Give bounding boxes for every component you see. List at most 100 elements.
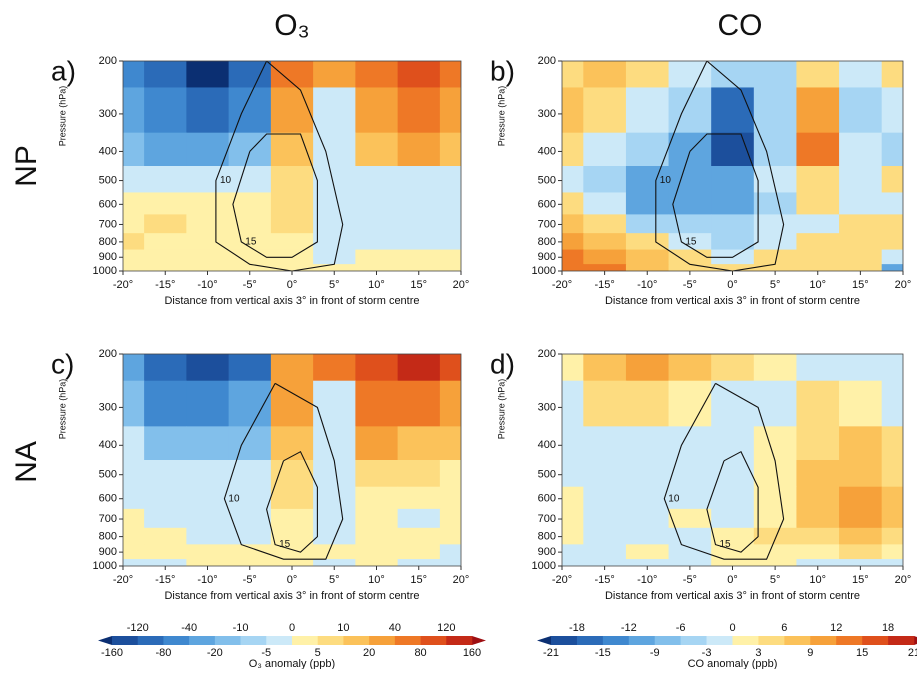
contour-line: [663, 382, 785, 560]
field-cell: [796, 249, 840, 265]
plot-area: 10 15: [562, 61, 903, 271]
field-cell: [583, 486, 627, 510]
y-tick-label: 600: [538, 493, 556, 505]
field-cell: [625, 460, 670, 488]
contour-label: 10: [228, 493, 240, 504]
field-cell: [753, 486, 797, 510]
y-tick-label: 500: [538, 469, 556, 481]
colorbar-segment: [343, 636, 370, 645]
field-cell: [583, 264, 627, 271]
field-cell: [562, 132, 584, 167]
field-cell: [668, 354, 712, 382]
colorbar-tick-label: 3: [755, 647, 761, 659]
field-cell: [228, 380, 272, 427]
field-cell: [753, 380, 797, 427]
field-cell: [397, 61, 441, 88]
column-title: CO: [718, 9, 763, 42]
field-cell: [397, 192, 441, 215]
x-tick-label: -15°: [155, 574, 175, 586]
field-cell: [625, 380, 670, 427]
field-cell: [625, 233, 670, 251]
x-tick-label: 15°: [852, 574, 869, 586]
field-cell: [796, 61, 840, 88]
field-cell: [313, 61, 356, 88]
field-cell: [881, 508, 903, 529]
field-cell: [562, 527, 584, 545]
x-axis-label: Distance from vertical axis 3° in front …: [164, 590, 419, 602]
field-cell: [270, 559, 314, 566]
field-cell: [270, 87, 314, 134]
field-cell: [562, 426, 584, 461]
x-tick-label: 5°: [770, 279, 781, 291]
field-cell: [881, 354, 903, 382]
y-tick-label: 1000: [93, 560, 117, 572]
field-cell: [144, 486, 187, 510]
field-cell: [839, 486, 883, 510]
field-cell: [439, 508, 461, 529]
field-cell: [313, 264, 356, 271]
field-cell: [355, 559, 399, 566]
field-cell: [313, 486, 356, 510]
field-cell: [123, 486, 145, 510]
colorbar-label: O₃ anomaly (ppb): [249, 658, 335, 669]
field-cell: [625, 87, 670, 134]
field-cell: [355, 544, 399, 560]
x-tick-label: 0°: [727, 279, 738, 291]
field-cell: [228, 559, 272, 566]
colorbar-segment: [602, 636, 630, 645]
field-cell: [439, 544, 461, 560]
field-cell: [439, 233, 461, 251]
contour-label: 10: [220, 175, 232, 186]
panel-label: d): [490, 348, 515, 379]
x-axis-label: Distance from vertical axis 3° in front …: [605, 295, 860, 307]
field-cell: [439, 380, 461, 427]
field-cell: [397, 87, 441, 134]
field-cell: [562, 249, 584, 265]
field-cell: [711, 264, 755, 271]
colorbar-tick-label: 15: [856, 647, 868, 659]
plot-area: 10 15: [562, 354, 903, 566]
field-cell: [144, 354, 187, 382]
colorbar-tick-label: -160: [101, 647, 123, 659]
x-tick-label: 0°: [287, 279, 298, 291]
field-cell: [186, 233, 230, 251]
colorbar-segment: [420, 636, 447, 645]
colorbar-segment: [836, 636, 863, 645]
colorbar-segment: [784, 636, 811, 645]
field-cell: [397, 426, 441, 461]
colorbar-tick-label: -3: [702, 647, 712, 659]
field-cell: [355, 486, 399, 510]
colorbar-segment: [576, 636, 604, 645]
field-cell: [881, 380, 903, 427]
y-axis-label: Pressure (hPa): [496, 379, 506, 440]
field-cell: [270, 354, 314, 382]
field-cell: [668, 87, 712, 134]
field-cell: [839, 233, 883, 251]
colorbar-segment: [551, 636, 578, 645]
field-cell: [313, 544, 356, 560]
field-cell: [144, 264, 187, 271]
field-cell: [753, 249, 797, 265]
y-tick-label: 600: [99, 198, 117, 210]
panel-label: c): [51, 348, 74, 379]
field-cell: [270, 233, 314, 251]
field-cell: [186, 508, 230, 529]
field-cell: [186, 426, 230, 461]
field-cell: [397, 233, 441, 251]
field-cell: [228, 527, 272, 545]
field-cell: [562, 544, 584, 560]
contour-label: 10: [660, 175, 672, 186]
y-tick-label: 700: [99, 218, 117, 230]
colorbar-segment: [369, 636, 396, 645]
y-tick-label: 300: [99, 401, 117, 413]
y-tick-label: 900: [538, 546, 556, 558]
field-cell: [439, 426, 461, 461]
field-cell: [397, 544, 441, 560]
field-cell: [711, 559, 755, 566]
field-cell: [144, 527, 187, 545]
field-cell: [839, 61, 883, 88]
field-cell: [397, 508, 441, 529]
field-cell: [881, 61, 903, 88]
field-cell: [625, 214, 670, 234]
contour-line: [266, 450, 318, 553]
